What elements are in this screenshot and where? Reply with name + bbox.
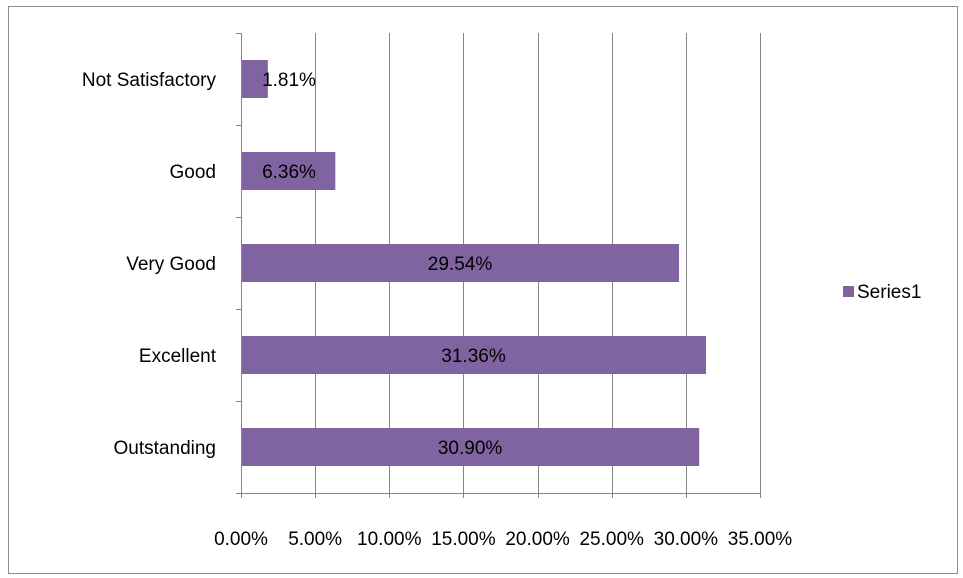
data-label: 1.81%	[262, 70, 316, 91]
data-label: 31.36%	[441, 346, 506, 367]
x-tick-label: 5.00%	[288, 529, 342, 550]
x-tick-label: 35.00%	[728, 529, 793, 550]
bar	[242, 244, 680, 282]
legend-label: Series1	[857, 282, 921, 303]
x-tick-label: 0.00%	[214, 529, 268, 550]
category-label: Not Satisfactory	[82, 70, 217, 91]
bar	[242, 152, 336, 190]
legend-swatch	[843, 286, 854, 297]
data-label: 6.36%	[262, 162, 316, 183]
bar	[242, 60, 268, 98]
x-tick-label: 15.00%	[431, 529, 496, 550]
x-tick-label: 25.00%	[579, 529, 644, 550]
bar	[242, 428, 700, 466]
category-label: Excellent	[139, 346, 217, 367]
category-label: Very Good	[126, 254, 216, 275]
bar	[242, 336, 707, 374]
category-label: Good	[170, 162, 216, 183]
x-tick-label: 10.00%	[357, 529, 422, 550]
x-tick-label: 20.00%	[505, 529, 570, 550]
data-label: 29.54%	[428, 254, 493, 275]
x-tick-label: 30.00%	[654, 529, 719, 550]
data-label: 30.90%	[438, 438, 503, 459]
category-label: Outstanding	[114, 438, 216, 459]
chart-frame	[8, 6, 958, 574]
